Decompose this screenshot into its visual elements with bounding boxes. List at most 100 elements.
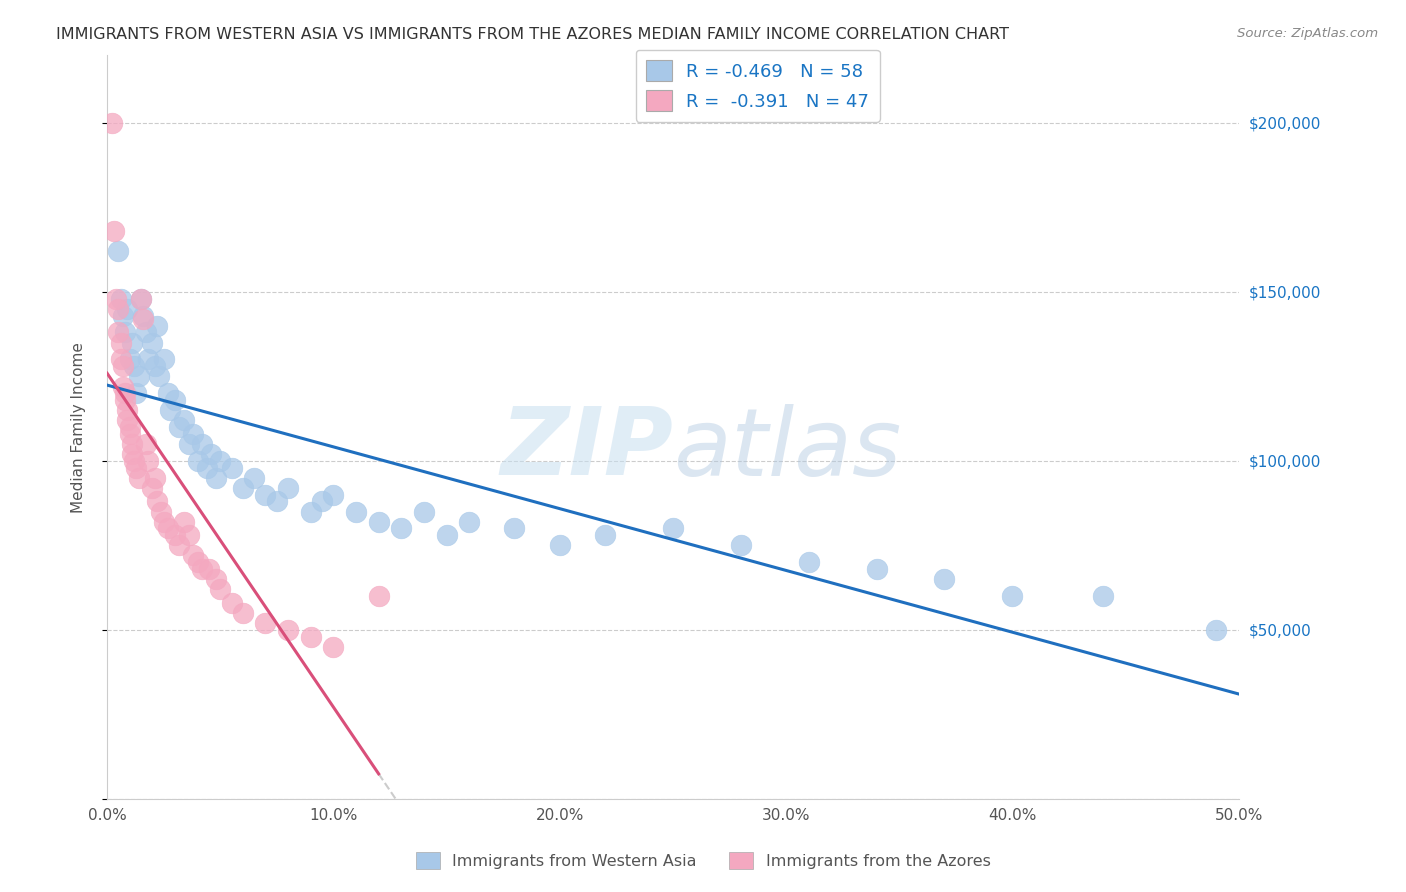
Point <box>181 549 204 563</box>
Point <box>221 460 243 475</box>
Point <box>107 326 129 340</box>
Point <box>128 369 150 384</box>
Point <box>100 116 122 130</box>
Point <box>121 447 143 461</box>
Point <box>128 471 150 485</box>
Point <box>1091 589 1114 603</box>
Point <box>221 596 243 610</box>
Point <box>730 538 752 552</box>
Point <box>135 437 157 451</box>
Point <box>135 326 157 340</box>
Point <box>322 640 344 654</box>
Point <box>110 352 132 367</box>
Point <box>277 623 299 637</box>
Point <box>157 521 180 535</box>
Point <box>1001 589 1024 603</box>
Point <box>195 460 218 475</box>
Point <box>254 488 277 502</box>
Point <box>111 359 134 374</box>
Point <box>141 335 163 350</box>
Point <box>129 292 152 306</box>
Point <box>1205 623 1227 637</box>
Point <box>143 359 166 374</box>
Y-axis label: Median Family Income: Median Family Income <box>72 342 86 513</box>
Point <box>173 515 195 529</box>
Point <box>157 386 180 401</box>
Point <box>187 555 209 569</box>
Point <box>111 379 134 393</box>
Point <box>122 359 145 374</box>
Point <box>159 403 181 417</box>
Point <box>299 504 322 518</box>
Point <box>146 318 169 333</box>
Point <box>118 420 141 434</box>
Point <box>136 352 159 367</box>
Point <box>148 369 170 384</box>
Point <box>117 403 139 417</box>
Point <box>105 292 128 306</box>
Text: IMMIGRANTS FROM WESTERN ASIA VS IMMIGRANTS FROM THE AZORES MEDIAN FAMILY INCOME : IMMIGRANTS FROM WESTERN ASIA VS IMMIGRAN… <box>56 27 1010 42</box>
Point <box>117 413 139 427</box>
Point <box>152 515 174 529</box>
Point <box>934 572 956 586</box>
Point <box>132 312 155 326</box>
Point <box>436 528 458 542</box>
Point <box>163 392 186 407</box>
Text: atlas: atlas <box>673 404 901 495</box>
Point <box>412 504 434 518</box>
Point <box>177 528 200 542</box>
Point <box>125 386 148 401</box>
Point <box>114 392 136 407</box>
Point <box>114 326 136 340</box>
Point <box>367 515 389 529</box>
Point <box>169 538 191 552</box>
Point <box>122 454 145 468</box>
Point <box>136 454 159 468</box>
Point <box>277 481 299 495</box>
Point <box>204 572 226 586</box>
Point <box>503 521 526 535</box>
Point <box>118 426 141 441</box>
Point <box>322 488 344 502</box>
Point <box>232 481 254 495</box>
Point <box>367 589 389 603</box>
Text: ZIP: ZIP <box>501 403 673 495</box>
Point <box>111 309 134 323</box>
Point <box>181 426 204 441</box>
Legend: Immigrants from Western Asia, Immigrants from the Azores: Immigrants from Western Asia, Immigrants… <box>409 846 997 875</box>
Point <box>187 454 209 468</box>
Point <box>209 454 232 468</box>
Point <box>389 521 412 535</box>
Point <box>110 292 132 306</box>
Point <box>121 437 143 451</box>
Point <box>132 309 155 323</box>
Point <box>141 481 163 495</box>
Point <box>865 562 887 576</box>
Point <box>129 292 152 306</box>
Point <box>243 471 266 485</box>
Point <box>177 437 200 451</box>
Point <box>299 630 322 644</box>
Point <box>662 521 685 535</box>
Point <box>110 335 132 350</box>
Point <box>121 335 143 350</box>
Point <box>209 582 232 597</box>
Point <box>548 538 571 552</box>
Point <box>797 555 820 569</box>
Point <box>125 460 148 475</box>
Point <box>152 352 174 367</box>
Point <box>143 471 166 485</box>
Point <box>191 437 214 451</box>
Point <box>204 471 226 485</box>
Legend: R = -0.469   N = 58, R =  -0.391   N = 47: R = -0.469 N = 58, R = -0.391 N = 47 <box>636 50 880 122</box>
Point <box>117 301 139 316</box>
Point <box>107 301 129 316</box>
Point <box>191 562 214 576</box>
Point <box>200 447 222 461</box>
Point <box>103 224 125 238</box>
Point <box>266 494 288 508</box>
Point <box>344 504 367 518</box>
Text: Source: ZipAtlas.com: Source: ZipAtlas.com <box>1237 27 1378 40</box>
Point <box>146 494 169 508</box>
Point <box>232 606 254 620</box>
